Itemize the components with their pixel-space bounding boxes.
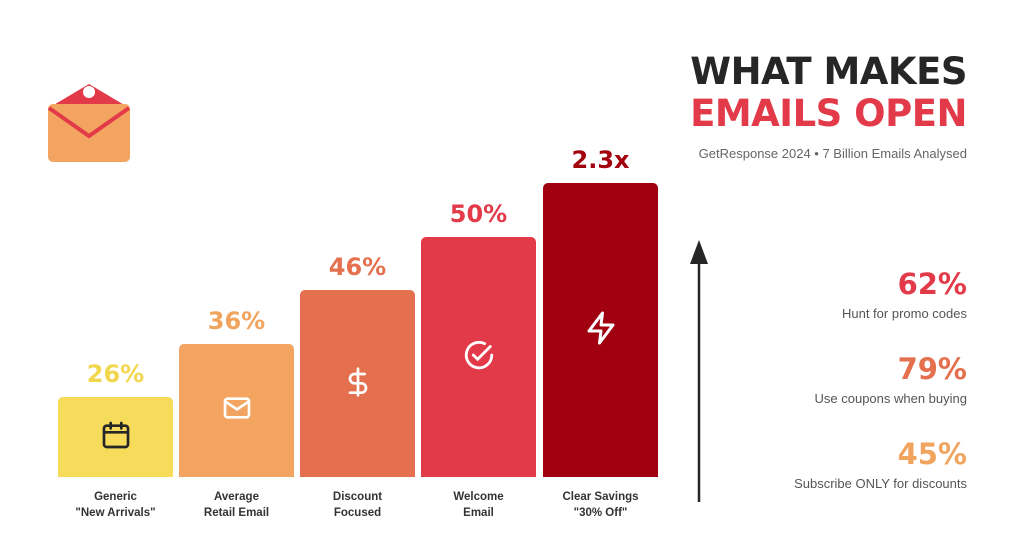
- calendar-icon: [100, 419, 132, 455]
- stat-item: 62% Hunt for promo codes: [842, 268, 967, 321]
- bar: [421, 236, 536, 477]
- bar: [300, 290, 415, 477]
- dollar-icon: [342, 366, 374, 402]
- data-label: 50%: [449, 199, 508, 228]
- bar: [58, 397, 173, 477]
- up-arrow-icon: [690, 240, 708, 502]
- stat-item: 45% Subscribe ONLY for discounts: [794, 438, 967, 491]
- stat-item: 79% Use coupons when buying: [815, 353, 968, 406]
- stat-value: 62%: [897, 267, 967, 301]
- stat-label: Subscribe ONLY for discounts: [794, 476, 967, 491]
- data-label: 46%: [328, 253, 387, 281]
- title-line-1: WHAT MAKES: [690, 50, 967, 93]
- envelope-icon: [221, 392, 253, 428]
- category-label: Discount Focused: [332, 491, 383, 519]
- category-label: Average Retail Email: [203, 491, 270, 519]
- data-label: 2.3x: [571, 146, 630, 174]
- stat-label: Use coupons when buying: [814, 391, 968, 406]
- bar-chart: 26% Generic "New Arrivals" 36% Average Retail…: [58, 146, 658, 519]
- stat-label: Hunt for promo codes: [841, 306, 967, 321]
- stat-value: 79%: [897, 352, 967, 386]
- category-label: Clear Savings "30% Off": [562, 491, 639, 519]
- data-label: 26%: [86, 360, 145, 388]
- category-label: Generic "New Arrivals": [75, 491, 156, 519]
- bar: [543, 183, 658, 477]
- title-line-2: EMAILS OPEN: [690, 92, 967, 135]
- bar: [179, 343, 294, 477]
- check-circle-icon: [462, 338, 496, 376]
- category-label: Welcome Email: [453, 491, 504, 519]
- stat-value: 45%: [897, 437, 967, 471]
- data-label: 36%: [207, 306, 266, 335]
- subtitle: GetResponse 2024 • 7 Billion Emails Anal…: [698, 146, 967, 161]
- envelope-logo-icon: [47, 84, 131, 162]
- lightning-icon: [583, 310, 619, 350]
